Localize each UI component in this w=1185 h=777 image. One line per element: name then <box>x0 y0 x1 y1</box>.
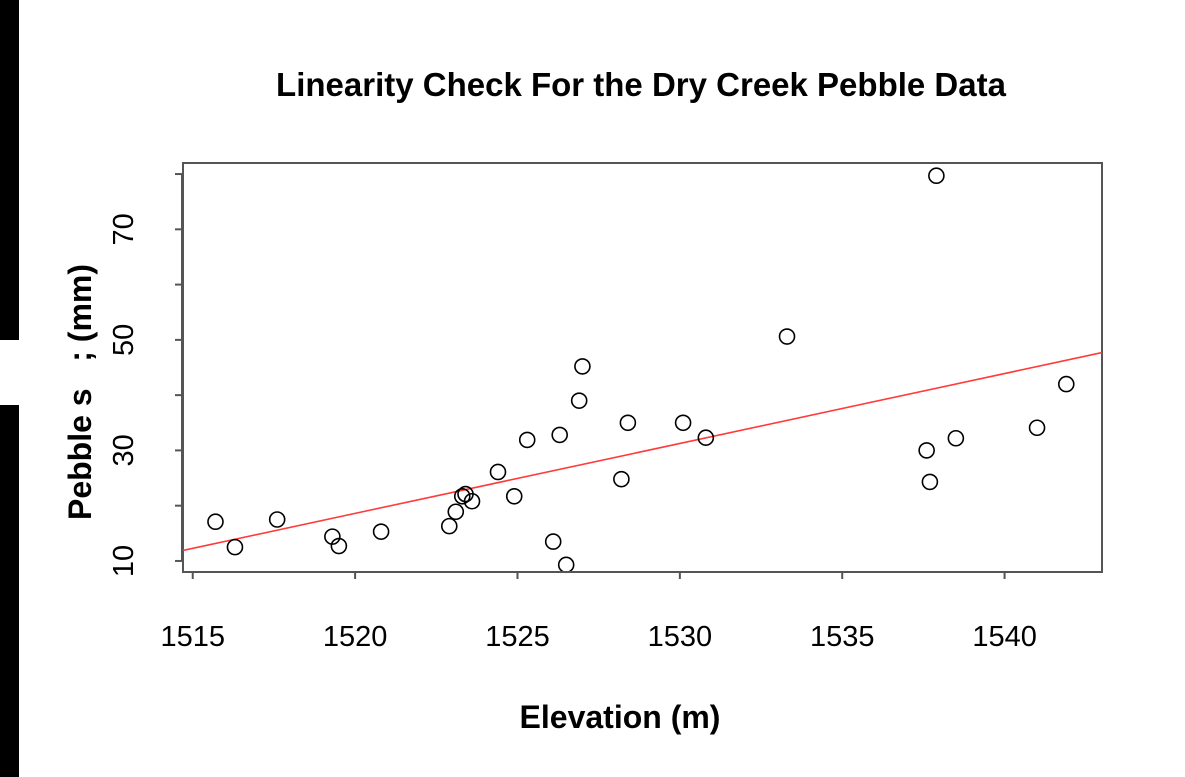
x-axis: 1515 1520 1525 1530 1535 1540 <box>160 571 1037 653</box>
data-point <box>921 473 939 491</box>
data-point <box>544 533 562 550</box>
data-point <box>928 167 945 185</box>
fit-line-layer <box>182 351 1103 552</box>
data-point <box>570 392 588 409</box>
data-point <box>557 556 575 574</box>
x-tick-label: 1535 <box>810 621 875 653</box>
data-point <box>453 487 471 505</box>
x-tick-label: 1525 <box>485 621 550 653</box>
left-edge-bar-top <box>0 0 19 340</box>
chart-title: Linearity Check For the Dry Creek Pebble… <box>276 66 1007 103</box>
left-edge-bar-bottom <box>0 405 19 777</box>
data-point <box>330 537 348 555</box>
x-axis-title: Elevation (m) <box>520 699 721 735</box>
data-point <box>489 463 507 481</box>
data-point <box>207 513 224 531</box>
data-point <box>947 429 965 447</box>
data-point <box>440 517 458 535</box>
x-tick-label: 1515 <box>160 621 225 653</box>
data-point <box>918 442 935 459</box>
x-tick-label: 1520 <box>323 621 388 653</box>
data-point <box>619 414 637 432</box>
x-tick-label: 1540 <box>972 621 1037 653</box>
plot-frame <box>182 162 1103 573</box>
y-axis: 10 30 50 70 <box>108 173 183 577</box>
regression-line <box>182 351 1103 552</box>
data-point <box>674 414 692 432</box>
y-tick-label: 70 <box>108 213 140 245</box>
data-point <box>697 429 715 446</box>
data-point <box>226 538 244 556</box>
data-point <box>1057 375 1075 393</box>
y-tick-label: 50 <box>108 324 140 356</box>
data-point <box>574 358 591 375</box>
data-point <box>551 426 568 444</box>
y-tick-label: 10 <box>108 545 140 577</box>
data-point <box>613 470 630 488</box>
data-point <box>518 431 536 449</box>
data-point <box>778 328 796 345</box>
y-axis-title: Pebble s ; (mm) <box>62 264 98 520</box>
data-point <box>463 492 481 510</box>
data-point <box>268 511 286 528</box>
data-point <box>505 487 523 505</box>
data-point <box>372 523 390 540</box>
data-point <box>447 503 465 521</box>
data-point <box>1028 419 1046 437</box>
y-tick-label: 30 <box>108 434 140 466</box>
x-tick-label: 1530 <box>648 621 713 653</box>
points-layer <box>207 167 1075 574</box>
